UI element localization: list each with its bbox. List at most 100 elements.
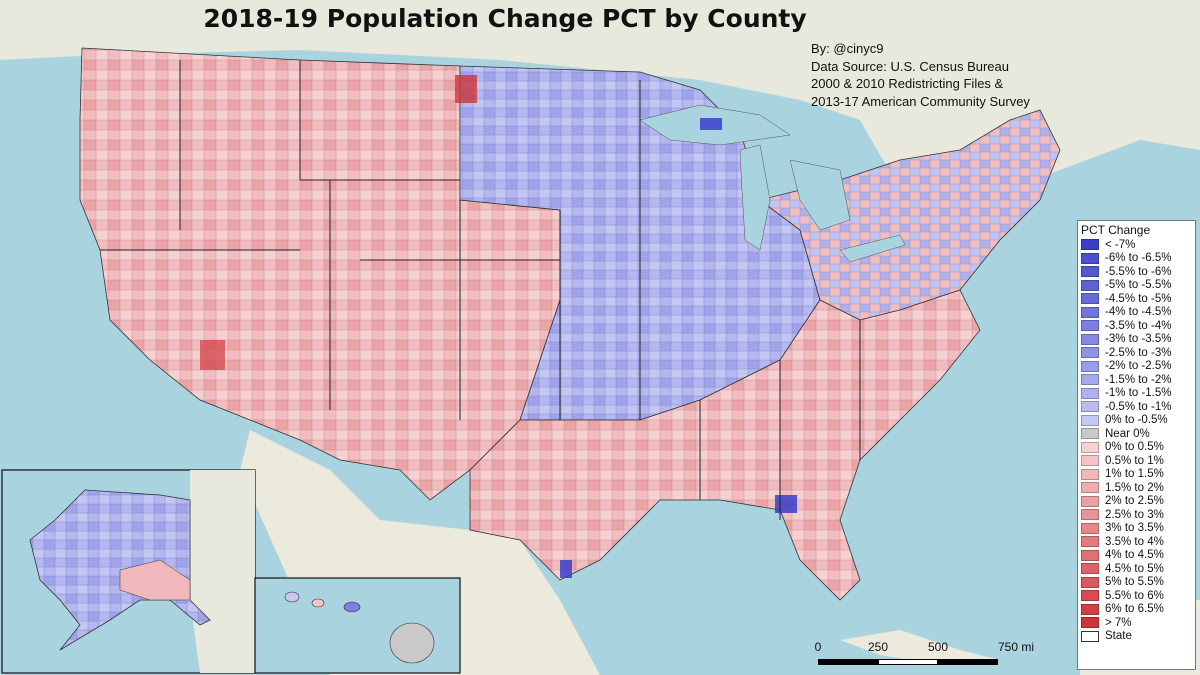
legend-swatch bbox=[1081, 630, 1099, 642]
scale-tick-label: 750 mi bbox=[997, 640, 1035, 654]
legend-item: State bbox=[1081, 630, 1195, 644]
legend-item: -0.5% to -1% bbox=[1081, 400, 1195, 414]
legend: PCT Change < -7% -6% to -6.5% -5.5% to -6%… bbox=[1077, 220, 1196, 670]
legend-label: -3% to -3.5% bbox=[1105, 333, 1172, 346]
legend-label: Near 0% bbox=[1105, 427, 1150, 440]
scale-segment bbox=[938, 659, 998, 665]
legend-item: -1.5% to -2% bbox=[1081, 373, 1195, 387]
legend-label: -6% to -6.5% bbox=[1105, 252, 1172, 265]
legend-label: < -7% bbox=[1105, 238, 1136, 251]
legend-label: 2.5% to 3% bbox=[1105, 508, 1164, 521]
legend-swatch bbox=[1081, 387, 1099, 399]
hawaii-big-island bbox=[389, 622, 435, 664]
legend-item: 1.5% to 2% bbox=[1081, 481, 1195, 495]
credits-block: By: @cinyc9 Data Source: U.S. Census Bur… bbox=[811, 40, 1030, 110]
legend-label: 1% to 1.5% bbox=[1105, 468, 1164, 481]
legend-swatch bbox=[1081, 509, 1099, 521]
legend-label: 3.5% to 4% bbox=[1105, 535, 1164, 548]
credit-files: 2000 & 2010 Redistricting Files & bbox=[811, 76, 1004, 91]
hawaii-maui bbox=[343, 601, 361, 613]
legend-item: 0% to -0.5% bbox=[1081, 414, 1195, 428]
scale-bar: 0 250 500 750 mi bbox=[810, 640, 1050, 670]
legend-label: 4.5% to 5% bbox=[1105, 562, 1164, 575]
legend-swatch bbox=[1081, 482, 1099, 494]
us-southeast-region bbox=[469, 289, 981, 601]
legend-swatch bbox=[1081, 320, 1099, 332]
legend-item: 0.5% to 1% bbox=[1081, 454, 1195, 468]
legend-label: 1.5% to 2% bbox=[1105, 481, 1164, 494]
legend-swatch bbox=[1081, 495, 1099, 507]
legend-label: -4.5% to -5% bbox=[1105, 292, 1172, 305]
legend-label: 4% to 4.5% bbox=[1105, 549, 1164, 562]
legend-item: 0% to 0.5% bbox=[1081, 441, 1195, 455]
legend-swatch bbox=[1081, 401, 1099, 413]
legend-item: 2% to 2.5% bbox=[1081, 495, 1195, 509]
legend-swatch bbox=[1081, 522, 1099, 534]
state-borders bbox=[100, 60, 861, 520]
legend-swatch bbox=[1081, 441, 1099, 453]
scale-tick-label: 250 bbox=[867, 640, 889, 654]
legend-item: 3.5% to 4% bbox=[1081, 535, 1195, 549]
legend-swatch bbox=[1081, 374, 1099, 386]
legend-item: 2.5% to 3% bbox=[1081, 508, 1195, 522]
legend-item: -2.5% to -3% bbox=[1081, 346, 1195, 360]
legend-swatch bbox=[1081, 239, 1099, 251]
highlight-panhandle bbox=[775, 495, 797, 513]
legend-swatch bbox=[1081, 293, 1099, 305]
credit-author: By: @cinyc9 bbox=[811, 41, 884, 56]
legend-swatch bbox=[1081, 360, 1099, 372]
legend-item: -5.5% to -6% bbox=[1081, 265, 1195, 279]
alaska-canada-land bbox=[190, 470, 255, 673]
legend-item: -4.5% to -5% bbox=[1081, 292, 1195, 306]
credit-source: Data Source: U.S. Census Bureau bbox=[811, 58, 1009, 74]
legend-label: -3.5% to -4% bbox=[1105, 319, 1172, 332]
alaska-south-red bbox=[119, 559, 191, 601]
legend-item: -4% to -4.5% bbox=[1081, 306, 1195, 320]
scale-tick-label: 500 bbox=[927, 640, 949, 654]
legend-item: 5% to 5.5% bbox=[1081, 576, 1195, 590]
legend-label: -4% to -4.5% bbox=[1105, 306, 1172, 319]
legend-item: Near 0% bbox=[1081, 427, 1195, 441]
legend-label: -2% to -2.5% bbox=[1105, 360, 1172, 373]
legend-swatch bbox=[1081, 333, 1099, 345]
legend-swatch bbox=[1081, 414, 1099, 426]
legend-label: 3% to 3.5% bbox=[1105, 522, 1164, 535]
highlight-north-dakota bbox=[455, 75, 477, 103]
legend-item: -5% to -5.5% bbox=[1081, 279, 1195, 293]
map-title: 2018-19 Population Change PCT by County bbox=[203, 4, 807, 33]
legend-label: 5.5% to 6% bbox=[1105, 589, 1164, 602]
legend-swatch bbox=[1081, 347, 1099, 359]
highlight-nevada bbox=[200, 340, 225, 370]
legend-item: 4.5% to 5% bbox=[1081, 562, 1195, 576]
legend-swatch bbox=[1081, 428, 1099, 440]
legend-item: 3% to 3.5% bbox=[1081, 522, 1195, 536]
legend-label: 0% to 0.5% bbox=[1105, 441, 1164, 454]
legend-label: 0% to -0.5% bbox=[1105, 414, 1168, 427]
legend-label: 5% to 5.5% bbox=[1105, 576, 1164, 589]
legend-swatch bbox=[1081, 603, 1099, 615]
legend-swatch bbox=[1081, 563, 1099, 575]
cuba-land bbox=[840, 630, 1000, 665]
scale-segment bbox=[878, 659, 938, 665]
legend-item: > 7% bbox=[1081, 616, 1195, 630]
legend-swatch bbox=[1081, 536, 1099, 548]
legend-item: 5.5% to 6% bbox=[1081, 589, 1195, 603]
legend-swatch bbox=[1081, 576, 1099, 588]
lake-michigan bbox=[739, 144, 771, 251]
legend-swatch bbox=[1081, 279, 1099, 291]
legend-item: 1% to 1.5% bbox=[1081, 468, 1195, 482]
legend-item: 6% to 6.5% bbox=[1081, 603, 1195, 617]
lake-huron bbox=[789, 159, 851, 231]
legend-item: -3.5% to -4% bbox=[1081, 319, 1195, 333]
legend-label: > 7% bbox=[1105, 616, 1132, 629]
legend-label: -2.5% to -3% bbox=[1105, 346, 1172, 359]
legend-swatch bbox=[1081, 252, 1099, 264]
legend-item: -3% to -3.5% bbox=[1081, 333, 1195, 347]
legend-item: < -7% bbox=[1081, 238, 1195, 252]
legend-label: -1.5% to -2% bbox=[1105, 373, 1172, 386]
credit-survey: 2013-17 American Community Survey bbox=[811, 93, 1030, 109]
legend-swatch bbox=[1081, 549, 1099, 561]
legend-item: -1% to -1.5% bbox=[1081, 387, 1195, 401]
legend-label: -0.5% to -1% bbox=[1105, 400, 1172, 413]
